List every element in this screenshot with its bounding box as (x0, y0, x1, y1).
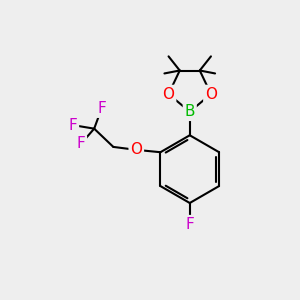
Text: O: O (130, 142, 142, 158)
Text: O: O (205, 87, 217, 102)
Text: F: F (69, 118, 77, 133)
Text: F: F (97, 101, 106, 116)
Text: O: O (163, 87, 175, 102)
Text: B: B (184, 104, 195, 119)
Text: F: F (185, 217, 194, 232)
Text: F: F (76, 136, 85, 152)
